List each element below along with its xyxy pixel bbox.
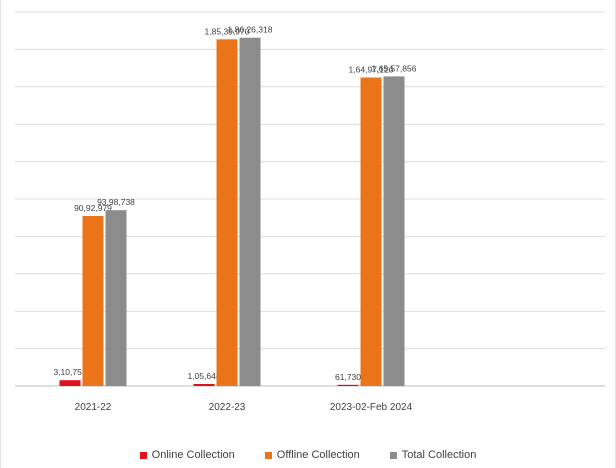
- data-label: 93,98,738: [97, 197, 135, 207]
- legend: Online Collection Offline Collection Total…: [1, 449, 615, 461]
- legend-item: Offline Collection: [264, 449, 360, 461]
- bar-total-collection: [105, 210, 127, 386]
- bar-offline-collection: [360, 77, 382, 386]
- data-label: 90,92,979: [74, 203, 112, 213]
- bar-online-collection: [193, 384, 215, 386]
- bar-total-collection: [239, 37, 261, 386]
- data-label: 1,86,26,318: [228, 25, 273, 35]
- bar-offline-collection: [216, 39, 238, 387]
- data-label: 61,730: [335, 372, 361, 382]
- data-label: 1,05,648: [187, 371, 220, 381]
- bar-online-collection: [59, 380, 81, 386]
- bar-online-collection: [337, 384, 359, 386]
- legend-item: Total Collection: [389, 449, 477, 461]
- x-tick-label: 2021-22: [75, 402, 112, 413]
- legend-swatch: [139, 451, 147, 459]
- bar-total-collection: [383, 76, 405, 387]
- data-label: 1,64,97,126: [349, 65, 394, 75]
- data-label: 1,65,57,856: [372, 63, 417, 73]
- legend-label: Total Collection: [401, 449, 477, 461]
- data-label: 3,10,757: [53, 367, 86, 377]
- x-tick-label: 2022-23: [209, 402, 246, 413]
- legend-label: Online Collection: [151, 449, 235, 461]
- legend-label: Offline Collection: [276, 449, 360, 461]
- legend-swatch: [389, 451, 397, 459]
- legend-item: Online Collection: [139, 449, 235, 461]
- legend-swatch: [264, 451, 272, 459]
- bar-offline-collection: [82, 216, 104, 386]
- x-tick-label: 2023-02-Feb 2024: [330, 402, 413, 413]
- data-label: 1,85,39,970: [205, 26, 250, 36]
